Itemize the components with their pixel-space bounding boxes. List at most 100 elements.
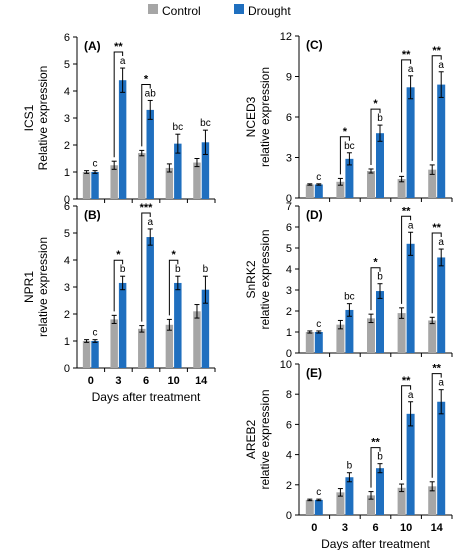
significance-letter: b — [120, 264, 126, 275]
significance-letter: b — [377, 452, 383, 463]
significance-letter: a — [147, 217, 153, 228]
significance-letter: a — [408, 64, 414, 75]
bar-drought — [406, 243, 415, 353]
bar-control — [138, 153, 146, 199]
bar-control — [367, 495, 375, 515]
panel-C: 0 3 6 9 12 NCED3relative expression (C) c bc * b * a… — [244, 31, 453, 205]
significance-bracket — [113, 259, 124, 312]
bar-drought — [376, 133, 384, 198]
y-tick-label: 6 — [286, 419, 292, 431]
significance-letter: bc — [200, 118, 211, 129]
y-tick-label: 8 — [286, 389, 292, 401]
bar-drought — [314, 332, 323, 353]
bar-control — [305, 184, 314, 198]
significance-bracket — [401, 59, 412, 173]
significance-bracket — [141, 83, 151, 147]
bar-drought — [345, 158, 354, 198]
bar-drought — [345, 477, 354, 515]
significance-stars: ** — [432, 363, 441, 375]
significance-letter: bc — [344, 141, 355, 152]
bar-drought — [314, 499, 323, 515]
y-axis-label-line: relative expression — [258, 389, 272, 489]
y-axis-label: AREB2relative expression — [244, 389, 272, 489]
y-axis-label: NPR1relative expression — [22, 237, 50, 337]
significance-stars: ** — [114, 41, 123, 53]
significance-stars: ** — [402, 375, 411, 387]
bar-control — [397, 179, 406, 198]
panel-label: (B) — [84, 208, 101, 222]
y-tick-label: 2 — [64, 140, 70, 152]
y-tick-label: 7 — [286, 201, 292, 213]
bar-control — [165, 167, 174, 199]
y-tick-label: 6 — [286, 222, 292, 234]
bar-drought — [376, 291, 384, 353]
bar-drought — [406, 87, 415, 198]
y-tick-label: 0 — [286, 193, 292, 205]
x-tick-label: 6 — [143, 375, 149, 387]
significance-stars: * — [171, 249, 176, 261]
significance-stars: * — [343, 126, 348, 138]
significance-stars: * — [116, 249, 121, 261]
legend-drought-label: Drought — [248, 4, 291, 18]
significance-letter: a — [438, 237, 444, 248]
significance-stars: ** — [432, 222, 441, 234]
significance-letter: a — [408, 220, 414, 231]
bar-drought — [146, 109, 154, 199]
bar-drought — [118, 282, 127, 368]
significance-stars: *** — [140, 202, 154, 214]
bar-drought — [201, 142, 210, 199]
panel-E: 0 2 4 6 8 10 AREB2relative expression (E) c 0 b 3 b *… — [244, 359, 453, 550]
significance-stars: ** — [371, 437, 380, 449]
bar-control — [110, 165, 118, 199]
significance-stars: ** — [402, 205, 411, 217]
significance-letter: a — [438, 378, 444, 389]
significance-stars: ** — [402, 49, 411, 61]
x-tick-label: 3 — [115, 375, 121, 387]
panel-label: (D) — [306, 208, 323, 222]
significance-stars: * — [373, 98, 378, 110]
y-tick-label: 9 — [286, 72, 292, 84]
significance-bracket — [431, 55, 442, 161]
y-axis-label-line: relative expression — [36, 237, 50, 337]
y-tick-label: 2 — [286, 480, 292, 492]
bar-control — [336, 324, 345, 353]
bar-drought — [345, 309, 354, 353]
y-tick-label: 4 — [286, 264, 292, 276]
y-axis-label-line: NCED3 — [244, 96, 258, 137]
y-axis-label-line: SnRK2 — [244, 260, 258, 298]
y-tick-label: 12 — [280, 31, 292, 43]
x-axis-label: Days after treatment — [92, 390, 201, 404]
y-tick-label: 1 — [286, 327, 292, 339]
significance-letter: b — [377, 272, 383, 283]
y-tick-label: 4 — [286, 450, 292, 462]
significance-bracket — [370, 267, 381, 311]
panel-A: 0 1 2 3 4 5 6 ICS1Relative expression (A) c a ** ab *… — [22, 32, 216, 206]
bar-control — [305, 499, 314, 515]
panel-label: (A) — [84, 39, 101, 53]
x-tick-label: 10 — [167, 375, 179, 387]
y-axis-label-line: NPR1 — [22, 271, 36, 303]
x-tick-label: 10 — [400, 522, 412, 534]
bar-control — [193, 162, 201, 199]
significance-stars: * — [373, 257, 378, 269]
significance-letter: c — [316, 319, 321, 330]
y-axis-label-line: ICS1 — [22, 104, 36, 131]
significance-bracket — [113, 51, 124, 158]
significance-bracket — [370, 108, 381, 165]
y-axis-label: SnRK2relative expression — [244, 229, 272, 329]
bar-control — [367, 171, 375, 198]
panel-D: 0 1 2 3 4 5 6 7 SnRK2relative expression (D) c bc b *… — [244, 201, 453, 360]
significance-bracket — [431, 232, 442, 314]
bar-control — [82, 341, 91, 368]
y-tick-label: 1 — [64, 167, 70, 179]
significance-letter: c — [93, 328, 98, 339]
y-tick-label: 1 — [64, 336, 70, 348]
significance-letter: a — [120, 56, 126, 67]
y-tick-label: 2 — [286, 306, 292, 318]
panel-label: (C) — [306, 38, 323, 52]
bar-drought — [437, 257, 446, 353]
bar-drought — [174, 282, 182, 368]
bar-drought — [201, 289, 210, 368]
